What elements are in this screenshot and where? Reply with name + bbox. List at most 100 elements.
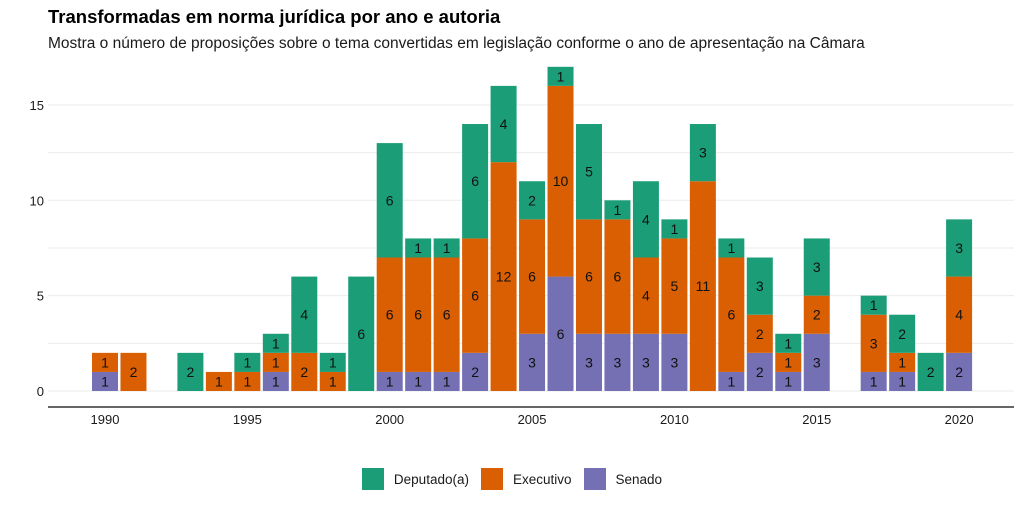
- data-label: 3: [642, 354, 650, 370]
- bar-segment-senado-2002: [433, 371, 460, 391]
- bar-segment-deputadoa-1999: [348, 276, 375, 391]
- data-label: 3: [671, 354, 679, 370]
- data-label: 1: [414, 373, 422, 389]
- data-label: 1: [870, 373, 878, 389]
- chart-title: Transformadas em norma jurídica por ano …: [48, 6, 501, 27]
- data-label: 3: [955, 240, 963, 256]
- bar-segment-deputadoa-2014: [775, 333, 802, 353]
- data-label: 1: [727, 240, 735, 256]
- x-tick-label: 1995: [233, 412, 262, 427]
- x-tick-label: 2010: [660, 412, 689, 427]
- legend-item-executivo: Executivo: [480, 468, 572, 490]
- bar-segment-senado-2013: [746, 352, 773, 391]
- data-label: 2: [927, 364, 935, 380]
- bar-segment-deputadoa-2008: [604, 200, 631, 220]
- bar-segment-executivo-2001: [405, 257, 432, 372]
- bar-segment-senado-2010: [661, 333, 688, 391]
- legend-item-deputado: Deputado(a): [361, 468, 469, 490]
- data-label: 1: [272, 335, 280, 351]
- bar-segment-deputadoa-2003: [462, 124, 489, 239]
- bar-segment-deputadoa-1998: [319, 352, 346, 372]
- bar-segment-deputadoa-2000: [376, 143, 403, 258]
- y-tick-label: 10: [30, 193, 44, 208]
- data-label: 4: [300, 307, 308, 323]
- data-label: 1: [443, 240, 451, 256]
- data-label: 6: [471, 288, 479, 304]
- bar-segment-executivo-2010: [661, 238, 688, 334]
- bar-segment-senado-2017: [860, 371, 887, 391]
- data-label: 5: [585, 164, 593, 180]
- bar-segment-senado-2009: [632, 333, 659, 391]
- data-label: 3: [699, 145, 707, 161]
- bar-segment-executivo-2018: [889, 352, 916, 372]
- data-label: 12: [496, 269, 512, 285]
- data-label: 3: [528, 354, 536, 370]
- data-label: 6: [557, 326, 565, 342]
- data-label: 1: [243, 354, 251, 370]
- bar-segment-deputadoa-2013: [746, 257, 773, 315]
- data-label: 2: [528, 192, 536, 208]
- data-label: 4: [500, 116, 508, 132]
- stacked-bar-chart: 112 21 11111241161661611612661243626101365…: [30, 66, 1014, 427]
- x-tick-label: 2005: [518, 412, 547, 427]
- data-label: 1: [614, 202, 622, 218]
- legend-swatch-senado: [583, 468, 606, 490]
- bar-segment-executivo-1997: [291, 352, 318, 391]
- data-label: 2: [471, 364, 479, 380]
- bar-segment-executivo-2017: [860, 314, 887, 372]
- bar-segment-executivo-1995: [234, 371, 261, 391]
- data-label: 1: [329, 354, 337, 370]
- data-label: 6: [414, 307, 422, 323]
- data-label: 6: [727, 307, 735, 323]
- legend-swatch-executivo: [480, 468, 503, 490]
- x-tick-label: 2000: [375, 412, 404, 427]
- bar-segment-senado-2018: [889, 371, 916, 391]
- bar-segment-senado-2005: [519, 333, 546, 391]
- data-label: 3: [870, 335, 878, 351]
- data-label: 1: [870, 297, 878, 313]
- gridlines: [48, 104, 1014, 392]
- bar-segment-executivo-2008: [604, 219, 631, 334]
- legend-item-senado: Senado: [583, 468, 663, 490]
- bars: [92, 66, 973, 391]
- data-label: 3: [585, 354, 593, 370]
- bar-segment-deputadoa-2011: [689, 124, 716, 182]
- legend-label-senado: Senado: [615, 471, 663, 487]
- data-label: 2: [187, 364, 195, 380]
- data-label: 1: [671, 221, 679, 237]
- data-label: 6: [443, 307, 451, 323]
- bar-segment-senado-2008: [604, 333, 631, 391]
- data-label: 6: [614, 269, 622, 285]
- x-tick-label: 2020: [945, 412, 974, 427]
- bar-segment-deputadoa-2010: [661, 219, 688, 239]
- bar-segment-executivo-2007: [575, 219, 602, 334]
- legend-label-executivo: Executivo: [512, 471, 572, 487]
- bar-segment-executivo-1998: [319, 371, 346, 391]
- bar-segment-deputadoa-2009: [632, 181, 659, 258]
- legend: Deputado(a) Executivo Senado: [0, 468, 1024, 490]
- bar-segment-senado-2000: [376, 371, 403, 391]
- bar-segment-executivo-1996: [262, 352, 289, 372]
- data-label: 1: [414, 240, 422, 256]
- x-tick-label: 2015: [802, 412, 831, 427]
- data-label: 1: [443, 373, 451, 389]
- data-label: 1: [101, 354, 109, 370]
- data-label: 10: [553, 173, 569, 189]
- bar-segment-senado-2006: [547, 276, 574, 391]
- data-label: 3: [813, 354, 821, 370]
- data-label: 2: [898, 326, 906, 342]
- bar-segment-executivo-2014: [775, 352, 802, 372]
- data-label: 2: [813, 307, 821, 323]
- data-label: 3: [813, 259, 821, 275]
- bar-segment-senado-2001: [405, 371, 432, 391]
- bar-segment-deputadoa-2005: [519, 181, 546, 220]
- y-tick-label: 0: [37, 384, 44, 399]
- data-label: 3: [614, 354, 622, 370]
- data-label: 6: [357, 326, 365, 342]
- bar-segment-executivo-2011: [689, 181, 716, 391]
- bar-segment-deputadoa-2020: [946, 219, 973, 277]
- data-label: 5: [671, 278, 679, 294]
- bar-segment-executivo-2000: [376, 257, 403, 372]
- bar-segment-executivo-2003: [462, 238, 489, 353]
